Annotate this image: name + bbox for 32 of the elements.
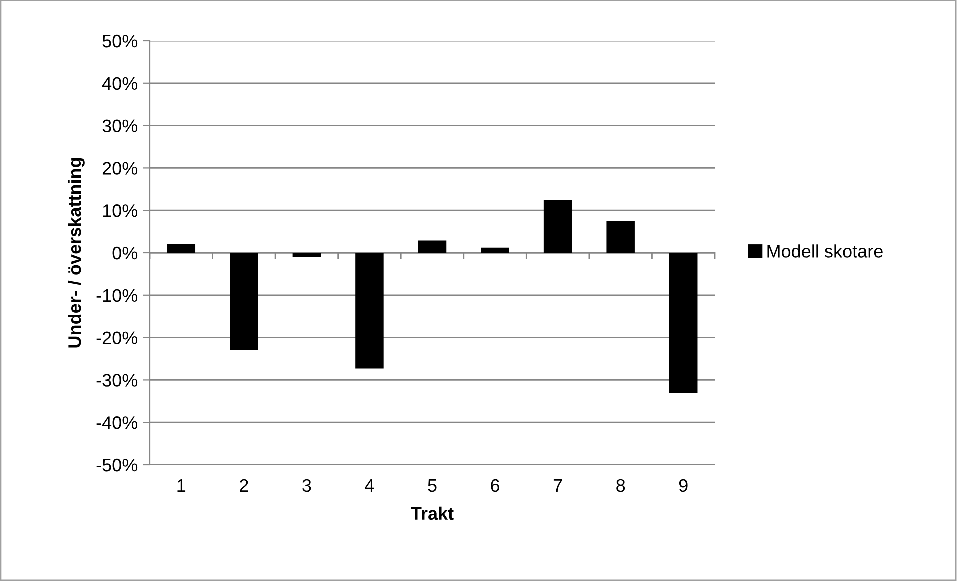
y-tick-label: -20% xyxy=(96,332,138,345)
y-tick-label: -40% xyxy=(96,416,138,430)
bar xyxy=(544,200,572,253)
y-tick-label: 40% xyxy=(102,77,138,90)
x-tick-label: 9 xyxy=(679,479,688,492)
y-tick-label: 10% xyxy=(103,204,138,218)
x-tick-label: 8 xyxy=(616,479,626,492)
bar xyxy=(167,244,196,253)
bar xyxy=(418,240,447,253)
y-tick-label: 50% xyxy=(102,34,138,48)
y-tick-label: -10% xyxy=(96,289,138,302)
x-tick-label: 4 xyxy=(365,480,374,492)
x-tick-label: 3 xyxy=(302,479,312,492)
x-axis-title: Trakt xyxy=(411,506,454,520)
y-tick-label: -50% xyxy=(96,458,138,472)
bar xyxy=(356,253,384,369)
bar xyxy=(481,248,510,253)
y-tick-label: 30% xyxy=(102,120,138,133)
y-tick-label: 0% xyxy=(112,246,138,260)
y-tick-label: -30% xyxy=(96,374,138,387)
x-tick-label: 6 xyxy=(491,479,500,492)
bar xyxy=(669,253,698,394)
bar xyxy=(292,253,322,258)
y-tick-label: 20% xyxy=(102,162,138,175)
x-tick-label: 1 xyxy=(178,480,186,492)
y-axis-title: Under- / överskattning xyxy=(68,158,85,348)
x-tick-label: 2 xyxy=(240,479,248,492)
bar xyxy=(606,221,635,253)
x-tick-label: 5 xyxy=(428,480,437,492)
legend-label: Modell skotare xyxy=(768,244,883,258)
bar xyxy=(230,253,258,350)
x-tick-label: 7 xyxy=(554,480,562,492)
